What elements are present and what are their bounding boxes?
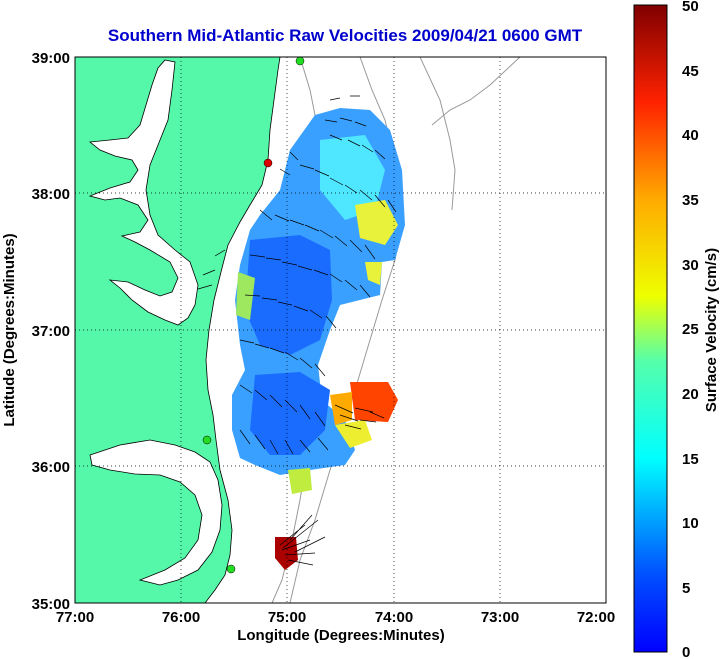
velocity-field (232, 108, 405, 570)
y-tick-label: 35:00 (32, 596, 70, 613)
station-marker-red (263, 158, 273, 168)
velocity-vectors (197, 95, 397, 566)
colorbar-tick-label: 50 (682, 0, 699, 15)
x-tick-label: 73:00 (481, 609, 519, 626)
x-tick-labels: 77:00 76:00 75:00 74:00 73:00 72:00 (56, 609, 615, 626)
y-tick-label: 39:00 (32, 50, 70, 67)
colorbar-label: Surface Velocity (cm/s) (703, 248, 720, 412)
colorbar-tick-label: 30 (682, 257, 699, 274)
y-tick-label: 37:00 (32, 323, 70, 340)
colorbar-tick-label: 15 (682, 451, 699, 468)
y-axis-label: Latitude (Degrees:Minutes) (1, 233, 18, 426)
colorbar-tick-labels: 50 45 40 35 30 25 20 15 10 5 0 (682, 0, 699, 659)
colorbar-tick-label: 35 (682, 192, 699, 209)
x-tick-label: 75:00 (268, 609, 306, 626)
pamlico-sound (89, 439, 223, 586)
colorbar-tick-label: 25 (682, 321, 699, 338)
x-tick-label: 76:00 (162, 609, 200, 626)
y-tick-label: 38:00 (32, 186, 70, 203)
chesapeake-bay (88, 59, 199, 326)
colorbar-tick-label: 10 (682, 515, 699, 532)
colorbar-tick-label: 40 (682, 127, 699, 144)
y-tick-labels: 39:00 38:00 37:00 36:00 35:00 (32, 50, 70, 613)
colorbar-tick-label: 20 (682, 386, 699, 403)
x-axis-label: Longitude (Degrees:Minutes) (237, 627, 445, 644)
station-marker-green (295, 57, 305, 66)
colorbar-tick-label: 45 (682, 63, 699, 80)
plot-frame (74, 56, 607, 604)
map-title: Southern Mid-Atlantic Raw Velocities 200… (108, 26, 583, 45)
y-tick-label: 36:00 (32, 459, 70, 476)
grid-lines (75, 57, 606, 603)
x-tick-label: 74:00 (375, 609, 413, 626)
colorbar (633, 4, 668, 653)
station-marker-green (226, 564, 236, 574)
x-tick-label: 77:00 (56, 609, 94, 626)
x-tick-label: 72:00 (577, 609, 615, 626)
colorbar-tick-label: 5 (682, 580, 690, 597)
colorbar-tick-label: 0 (682, 644, 690, 659)
station-marker-green (202, 435, 212, 445)
